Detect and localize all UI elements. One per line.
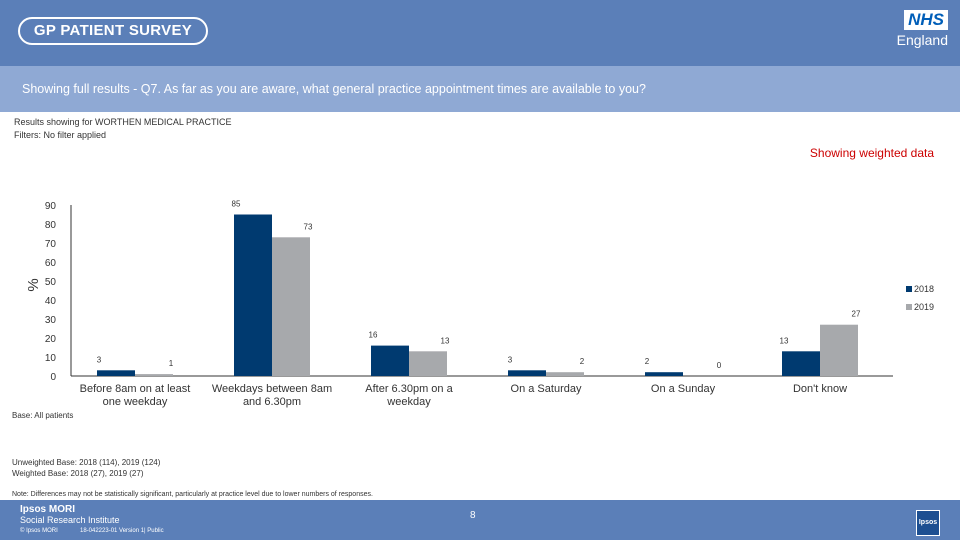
data-label-2019-0: 1: [169, 359, 174, 368]
legend-swatch-2018: [906, 286, 912, 292]
unweighted-base-text: Unweighted Base: 2018 (114), 2019 (124): [12, 458, 161, 467]
base-note: Base: All patients: [12, 411, 74, 420]
y-tick-label: 90: [45, 201, 57, 212]
data-label-2018-4: 2: [645, 357, 650, 366]
y-tick-label: 10: [45, 353, 57, 364]
bar-2018-4: [645, 372, 683, 376]
y-tick-label: 80: [45, 220, 57, 231]
bar-2018-2: [371, 345, 409, 376]
nhs-logo-text: NHS: [904, 10, 948, 30]
data-label-2019-5: 27: [852, 310, 861, 319]
bar-2018-3: [508, 370, 546, 376]
data-label-2019-3: 2: [580, 357, 585, 366]
footer-bar: Ipsos MORI Social Research Institute © I…: [0, 500, 960, 540]
ipsos-mori-logo-text: Ipsos MORI: [20, 504, 76, 515]
x-tick-label: Weekdays between 8am: [212, 383, 332, 395]
bar-2018-1: [234, 214, 272, 376]
filters-text: Filters: No filter applied: [14, 130, 107, 140]
data-label-2018-2: 16: [369, 331, 378, 340]
legend-label-2019: 2019: [914, 302, 934, 312]
bar-2019-0: [135, 374, 173, 376]
nhs-england-logo: NHS England: [888, 10, 948, 48]
x-tick-label: and 6.30pm: [243, 396, 301, 408]
data-label-2018-5: 13: [780, 336, 789, 345]
copyright-text: © Ipsos MORI: [20, 528, 58, 534]
significance-note: Note: Differences may not be statistical…: [12, 491, 373, 498]
results-for-text: Results showing for WORTHEN MEDICAL PRAC…: [14, 117, 232, 127]
y-tick-label: 30: [45, 315, 57, 326]
data-label-2018-3: 3: [508, 355, 513, 364]
y-tick-label: 20: [45, 334, 57, 345]
data-label-2019-2: 13: [441, 336, 450, 345]
bar-2018-5: [782, 351, 820, 376]
bar-2019-3: [546, 372, 584, 376]
x-tick-label: Don't know: [793, 383, 847, 395]
gp-patient-survey-logo: GP PATIENT SURVEY: [18, 17, 208, 45]
x-tick-label: After 6.30pm on a: [365, 383, 453, 395]
ipsos-subtitle: Social Research Institute: [20, 515, 120, 525]
job-reference: 18-042223-01 Version 1| Public: [80, 528, 164, 534]
y-tick-label: 0: [50, 372, 56, 383]
x-tick-label: weekday: [386, 396, 431, 408]
x-tick-label: On a Sunday: [651, 383, 716, 395]
nhs-region-text: England: [896, 32, 948, 48]
y-tick-label: 70: [45, 239, 57, 250]
bar-2019-2: [409, 351, 447, 376]
y-tick-label: 60: [45, 258, 57, 269]
header-bar: GP PATIENT SURVEY NHS England: [0, 0, 960, 66]
x-tick-label: one weekday: [103, 396, 168, 408]
y-axis-label: %: [25, 278, 42, 291]
data-label-2018-1: 85: [232, 200, 241, 209]
x-tick-label: Before 8am on at least: [80, 383, 191, 395]
question-text: Showing full results - Q7. As far as you…: [22, 82, 646, 96]
ipsos-badge-logo: Ipsos: [916, 510, 940, 536]
data-label-2019-4: 0: [717, 361, 722, 370]
legend-swatch-2019: [906, 304, 912, 310]
legend-label-2018: 2018: [914, 284, 934, 294]
weighted-base-text: Weighted Base: 2018 (27), 2019 (27): [12, 469, 144, 478]
y-tick-label: 40: [45, 296, 57, 307]
y-tick-label: 50: [45, 277, 57, 288]
bar-2019-5: [820, 324, 858, 376]
bar-2018-0: [97, 370, 135, 376]
x-tick-label: On a Saturday: [511, 383, 582, 395]
bar-2019-1: [272, 237, 310, 376]
data-label-2018-0: 3: [97, 355, 102, 364]
question-bar: Showing full results - Q7. As far as you…: [0, 66, 960, 112]
weighted-data-label: Showing weighted data: [809, 146, 934, 160]
data-label-2019-1: 73: [304, 222, 313, 231]
page-number: 8: [470, 510, 476, 521]
